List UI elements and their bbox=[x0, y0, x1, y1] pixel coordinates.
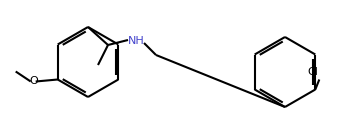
Text: NH: NH bbox=[128, 36, 144, 46]
Text: O: O bbox=[29, 77, 38, 86]
Text: Cl: Cl bbox=[308, 67, 319, 77]
